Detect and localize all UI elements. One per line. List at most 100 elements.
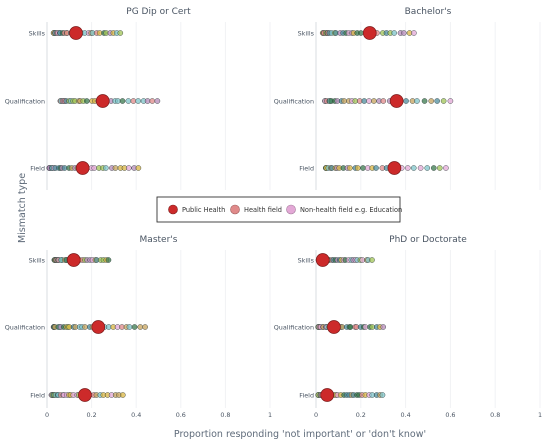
data-point [347,324,354,330]
panel-2: Master's Skills Qualification Field 0 0.2 0.4 0… [5,235,272,419]
data-point [373,165,379,171]
data-point [434,98,440,104]
data-point [369,257,375,263]
data-point [115,98,121,104]
data-point [347,165,353,171]
data-point [149,98,156,104]
data-point [125,98,132,104]
data-point [112,165,119,171]
category-label: Field [30,392,45,400]
public-health-point [387,161,402,175]
x-tick-label: 0.4 [131,411,141,419]
data-point [436,165,443,171]
data-point [405,165,411,171]
data-point [126,324,133,330]
data-point [403,98,409,104]
data-point [424,165,431,171]
category-label: Qualification [5,98,45,106]
data-point [142,324,148,330]
public-health-point [327,320,341,334]
legend-marker-public-health [168,204,178,215]
data-point [130,98,137,104]
data-point [361,98,368,104]
public-health-point [320,388,335,402]
data-point [421,98,428,104]
category-label: Skills [298,30,315,38]
data-point [131,324,138,330]
category-label: Qualification [274,324,314,332]
data-point [440,98,447,104]
data-point [154,98,161,104]
public-health-point [91,320,106,334]
panel-3: PhD or Doctorate Skills Qualification Field… [274,235,542,419]
data-point [117,30,124,36]
y-axis-label: Mismatch type [17,173,28,243]
data-point [82,324,88,330]
data-point [83,98,90,104]
x-tick-label: 0.8 [490,411,500,419]
data-point [379,392,386,398]
data-point [371,98,377,104]
legend-box: Public Health Health field Non-health fi… [156,196,402,223]
public-health-point [389,94,404,108]
x-tick-label: 0.2 [356,411,366,419]
panel-title: PG Dip or Cert [126,7,191,17]
data-point [360,165,366,171]
data-point [380,98,387,104]
data-point [358,30,364,36]
panel-1: Bachelor's Skills Qualification Field [274,7,541,190]
data-point [137,324,144,330]
data-point [91,165,98,171]
data-point [443,165,449,171]
public-health-point [95,94,110,108]
data-point [125,165,132,171]
public-health-point [78,388,92,402]
legend-marker-health-field [230,204,240,215]
panel-title: PhD or Doctorate [389,235,467,245]
data-point [391,30,397,36]
panel-0: PG Dip or Cert Skills Qualification Field [5,7,271,190]
category-label: Field [299,165,314,173]
category-label: Skills [29,257,46,265]
public-health-point [362,26,377,40]
data-point [135,98,141,104]
data-point [428,98,435,104]
category-label: Field [30,165,45,173]
data-point [362,324,369,330]
data-point [366,98,372,104]
data-point [411,30,417,36]
data-point [135,165,142,171]
data-point [430,165,437,171]
data-point [354,165,361,171]
panel-title: Master's [140,235,178,245]
legend-marker-non-health-field [286,204,296,215]
panel-title: Bachelor's [405,7,452,17]
x-axis-label: Proportion responding 'not important' or… [174,429,426,440]
data-point [119,98,126,104]
legend-label-public-health: Public Health [182,206,225,214]
x-tick-label: 0.4 [401,411,411,419]
public-health-point [69,26,83,40]
category-label: Skills [298,257,315,265]
public-health-point [75,161,90,175]
data-point [105,257,112,263]
data-point [447,98,454,104]
category-label: Qualification [5,324,45,332]
x-tick-label: 0 [314,411,318,419]
data-point [120,392,126,398]
legend-label-non-health-field: Non-health field e.g. Education [300,206,402,214]
x-tick-label: 0 [45,411,49,419]
x-tick-label: 0.6 [176,411,186,419]
public-health-point [315,253,330,267]
data-point [103,165,109,171]
public-health-point [66,253,81,267]
category-label: Qualification [274,98,314,106]
data-point [414,98,420,104]
data-point [417,165,424,171]
x-tick-label: 1 [268,411,272,419]
category-label: Field [299,392,314,400]
x-tick-label: 1 [538,411,542,419]
x-tick-label: 0.8 [220,411,230,419]
data-point [401,30,407,36]
